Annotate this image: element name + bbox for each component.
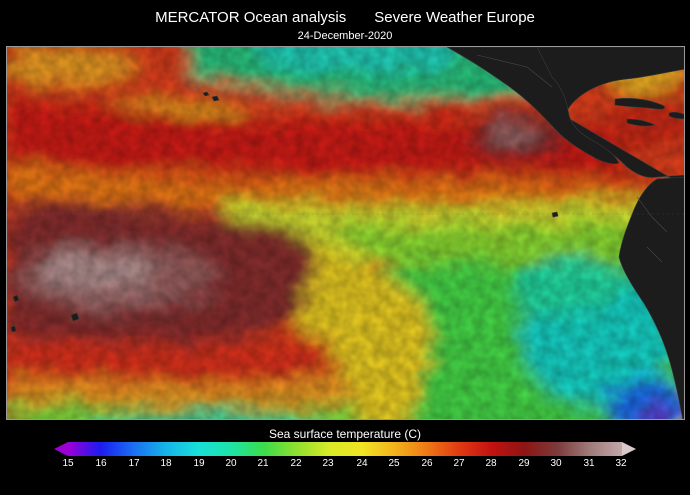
analysis-date: 24-December-2020 <box>297 30 393 42</box>
sst-map-canvas <box>7 47 684 419</box>
colorbar-tick-label: 26 <box>421 458 433 469</box>
colorbar-tick-label: 15 <box>62 458 74 469</box>
colorbar-tick-label: 31 <box>583 458 595 469</box>
colorbar-tick-label: 23 <box>322 458 334 469</box>
colorbar-tick-label: 17 <box>128 458 140 469</box>
colorbar-svg <box>54 442 636 456</box>
colorbar-tick-label: 30 <box>550 458 562 469</box>
title-left: MERCATOR Ocean analysis <box>155 9 347 26</box>
colorbar <box>54 442 636 456</box>
colorbar-tick-label: 25 <box>388 458 400 469</box>
colorbar-left-arrow <box>54 442 68 456</box>
chart-header: MERCATOR Ocean analysis Severe Weather Eu… <box>0 9 690 26</box>
colorbar-tick-label: 28 <box>485 458 497 469</box>
colorbar-tick-label: 16 <box>95 458 107 469</box>
colorbar-ticks: 15 16 17 18 19 20 21 22 23 24 25 26 27 28 29 30 31 32 <box>0 458 690 472</box>
colorbar-title: Sea surface temperature (C) <box>268 427 422 441</box>
colorbar-tick-label: 18 <box>160 458 172 469</box>
colorbar-tick-label: 24 <box>356 458 368 469</box>
title-right: Severe Weather Europe <box>374 9 535 26</box>
colorbar-tick-label: 20 <box>225 458 237 469</box>
colorbar-tick-label: 29 <box>518 458 530 469</box>
colorbar-gradient <box>68 442 622 456</box>
colorbar-right-arrow <box>622 442 636 456</box>
colorbar-tick-label: 21 <box>257 458 269 469</box>
colorbar-tick-label: 22 <box>290 458 302 469</box>
colorbar-tick-label: 19 <box>193 458 205 469</box>
colorbar-tick-label: 32 <box>615 458 627 469</box>
colorbar-tick-label: 27 <box>453 458 465 469</box>
sst-map <box>6 46 685 420</box>
